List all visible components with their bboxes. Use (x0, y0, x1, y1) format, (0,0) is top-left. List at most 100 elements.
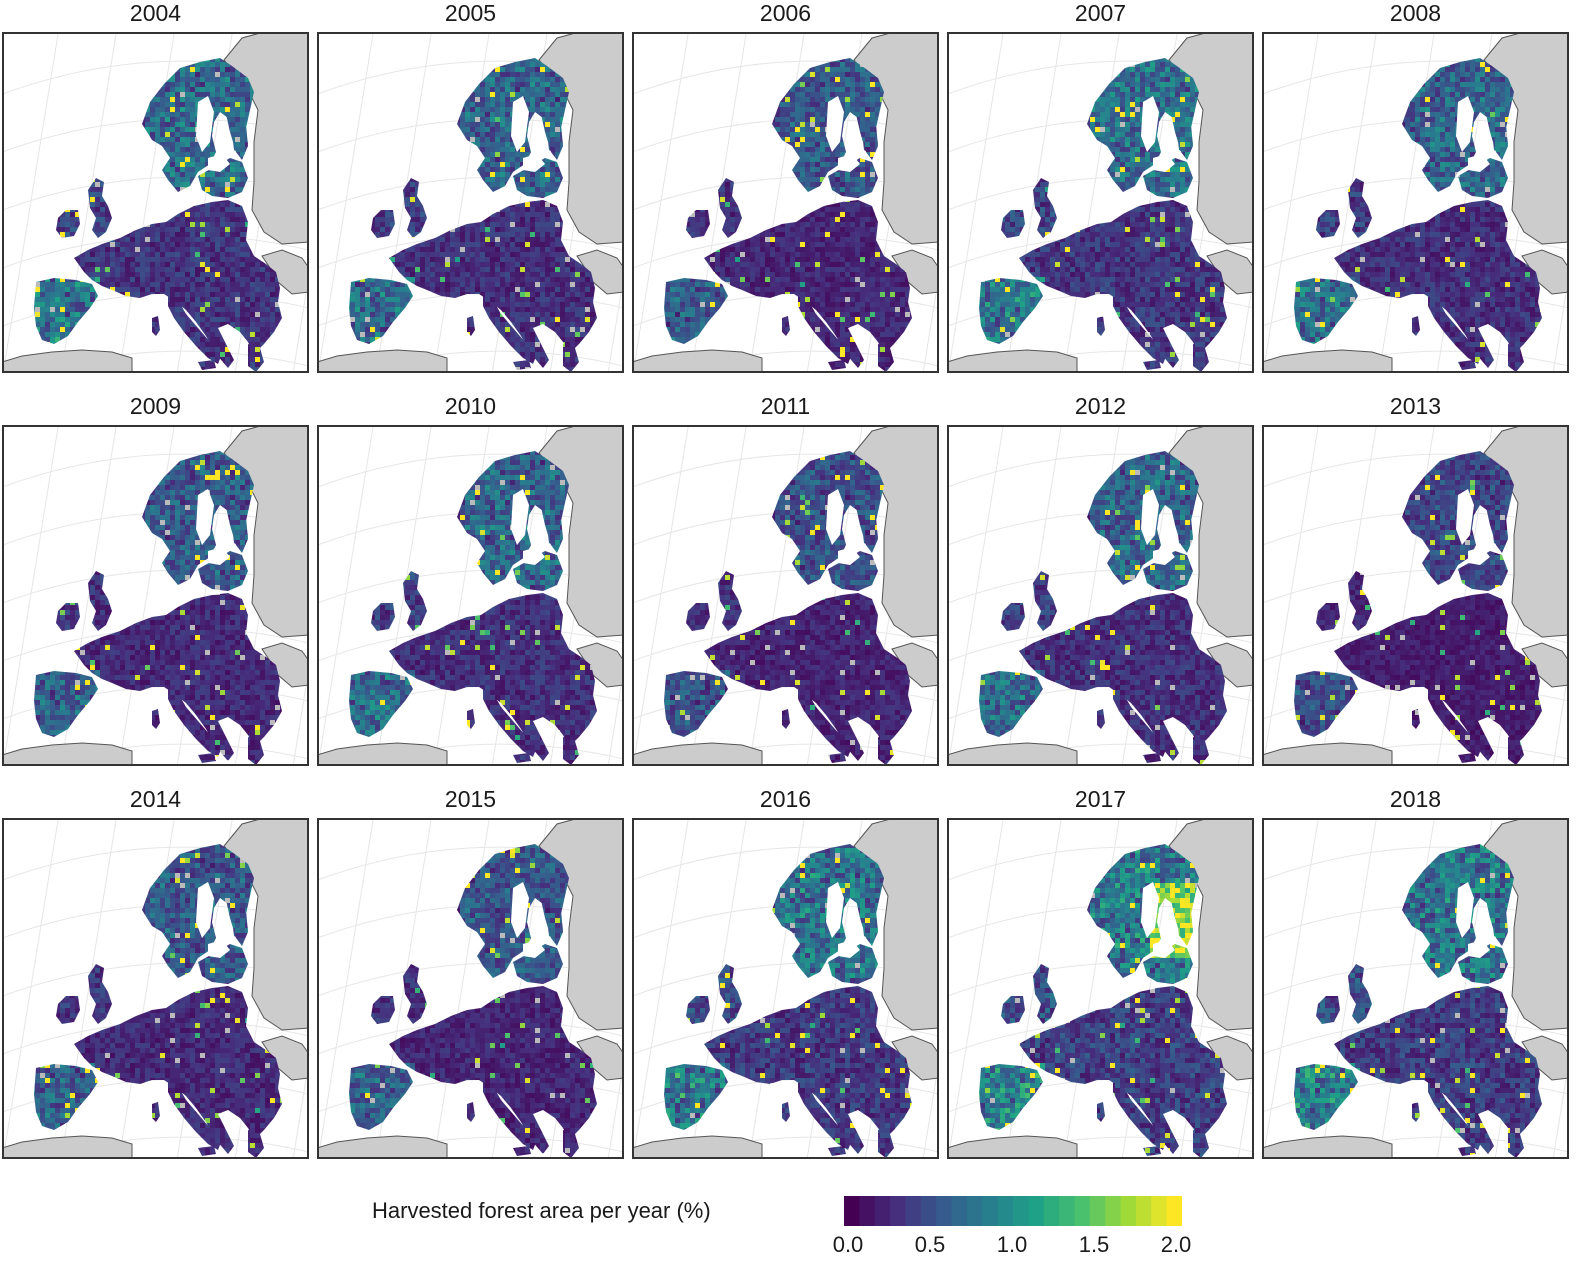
legend-swatch (1151, 1196, 1168, 1226)
water-body (826, 882, 844, 938)
water-body (196, 882, 214, 938)
legend-swatch (951, 1196, 968, 1226)
legend-swatch (1166, 1196, 1182, 1226)
panel-frame (632, 32, 939, 373)
panel-year-title: 2005 (317, 0, 624, 32)
panel-year-title: 2009 (2, 393, 309, 425)
map-panel-2012: 2012 (947, 393, 1254, 767)
legend-tick-label: 1.5 (1079, 1232, 1110, 1258)
non-study-land (947, 1135, 1078, 1159)
map-panel-2018: 2018 (1262, 786, 1569, 1160)
choropleth-map (1262, 32, 1569, 373)
choropleth-map (947, 425, 1254, 766)
water-body (838, 154, 860, 172)
map-panel-2017: 2017 (947, 786, 1254, 1160)
legend-swatch (1105, 1196, 1122, 1226)
map-canvas (2, 32, 309, 373)
water-body (523, 154, 545, 172)
panel-frame (1262, 425, 1569, 766)
panel-frame (947, 818, 1254, 1159)
map-panel-2014: 2014 (2, 786, 309, 1160)
map-canvas (632, 32, 939, 373)
map-panel-2010: 2010 (317, 393, 624, 767)
legend-tick-label: 0.5 (915, 1232, 946, 1258)
map-panel-2013: 2013 (1262, 393, 1569, 767)
water-body (208, 547, 230, 565)
legend-swatch (859, 1196, 876, 1226)
map-panel-2006: 2006 (632, 0, 939, 374)
panel-year-title: 2012 (947, 393, 1254, 425)
water-body (838, 940, 860, 958)
legend-swatch (890, 1196, 906, 1226)
panel-year-title: 2010 (317, 393, 624, 425)
water-body (208, 154, 230, 172)
choropleth-map (2, 32, 309, 373)
legend-swatch (936, 1196, 953, 1226)
water-body (523, 547, 545, 565)
legend-title: Harvested forest area per year (%) (372, 1196, 711, 1226)
map-canvas (2, 425, 309, 766)
panel-frame (1262, 818, 1569, 1159)
non-study-land (632, 1135, 763, 1159)
color-legend: Harvested forest area per year (%) 0.0 0.… (372, 1196, 1192, 1262)
water-body (511, 882, 529, 938)
legend-swatch (997, 1196, 1014, 1226)
legend-swatch (844, 1196, 860, 1226)
non-study-land (2, 742, 133, 766)
legend-swatch (920, 1196, 937, 1226)
legend-swatch (1059, 1196, 1075, 1226)
panel-year-title: 2011 (632, 393, 939, 425)
map-canvas (947, 818, 1254, 1159)
water-body (511, 96, 529, 152)
map-panel-2009: 2009 (2, 393, 309, 767)
panel-year-title: 2016 (632, 786, 939, 818)
choropleth-map (317, 818, 624, 1159)
map-panel-2004: 2004 (2, 0, 309, 374)
non-study-land (2, 349, 133, 373)
water-body (1141, 489, 1159, 545)
map-canvas (317, 32, 624, 373)
panel-frame (2, 818, 309, 1159)
panel-year-title: 2017 (947, 786, 1254, 818)
map-canvas (947, 32, 1254, 373)
choropleth-map (317, 425, 624, 766)
legend-swatch (874, 1196, 891, 1226)
map-panel-2016: 2016 (632, 786, 939, 1160)
non-study-land (1262, 742, 1393, 766)
panel-frame (632, 818, 939, 1159)
water-body (1456, 882, 1474, 938)
non-study-land (317, 349, 448, 373)
choropleth-map (1262, 818, 1569, 1159)
map-canvas (632, 818, 939, 1159)
panel-frame (317, 425, 624, 766)
choropleth-map (317, 32, 624, 373)
panel-frame (2, 425, 309, 766)
legend-swatch (1135, 1196, 1152, 1226)
non-study-land (632, 349, 763, 373)
legend-swatch (905, 1196, 922, 1226)
non-study-land (2, 1135, 133, 1159)
legend-tick-label: 0.0 (833, 1232, 864, 1258)
water-body (1468, 154, 1490, 172)
water-body (1456, 489, 1474, 545)
panel-year-title: 2018 (1262, 786, 1569, 818)
non-study-land (947, 349, 1078, 373)
water-body (1153, 547, 1175, 565)
water-body (196, 489, 214, 545)
map-canvas (317, 425, 624, 766)
panel-year-title: 2004 (2, 0, 309, 32)
non-study-land (632, 742, 763, 766)
panel-frame (632, 425, 939, 766)
choropleth-map (2, 425, 309, 766)
water-body (1153, 154, 1175, 172)
choropleth-map (1262, 425, 1569, 766)
map-panel-2008: 2008 (1262, 0, 1569, 374)
panel-frame (2, 32, 309, 373)
choropleth-map (632, 818, 939, 1159)
water-body (826, 489, 844, 545)
panel-year-title: 2013 (1262, 393, 1569, 425)
panel-year-title: 2006 (632, 0, 939, 32)
legend-tick-label: 1.0 (997, 1232, 1028, 1258)
legend-swatch (1043, 1196, 1060, 1226)
map-panel-2005: 2005 (317, 0, 624, 374)
